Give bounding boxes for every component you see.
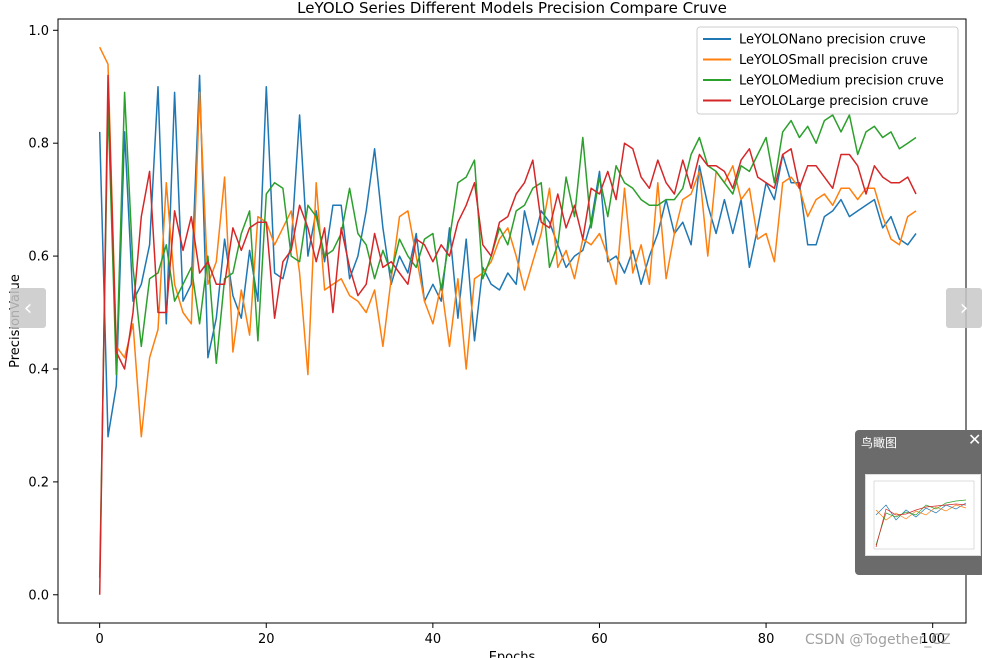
y-tick-label: 0.6 [28, 250, 49, 265]
chart-title: LeYOLO Series Different Models Precision… [297, 0, 727, 17]
series-line-2 [98, 91, 917, 578]
watermark: CSDN @Together_CZ [805, 632, 951, 648]
x-tick-label: 100 [920, 632, 945, 647]
x-axis-label: Epochs [489, 650, 536, 658]
thumbnail-chart [873, 480, 975, 550]
x-tick-label: 80 [758, 632, 775, 647]
close-icon[interactable]: ✕ [968, 430, 982, 449]
y-tick-label: 0.4 [28, 362, 49, 377]
y-tick-label: 0.2 [28, 475, 49, 490]
series-line-3 [98, 74, 917, 595]
legend-label: LeYOLOSmall precision cruve [739, 53, 928, 68]
overview-thumbnail[interactable] [865, 474, 981, 556]
x-tick-label: 20 [258, 632, 275, 647]
series-line-0 [98, 74, 917, 438]
overview-panel: 鸟瞰图 ✕ [855, 430, 982, 575]
legend-label: LeYOLOLarge precision cruve [739, 94, 928, 109]
x-tick-label: 0 [96, 632, 104, 647]
legend-label: LeYOLOMedium precision cruve [739, 74, 944, 89]
x-tick-label: 40 [425, 632, 442, 647]
y-tick-label: 0.0 [28, 588, 49, 603]
y-tick-label: 1.0 [28, 24, 49, 39]
y-tick-label: 0.8 [28, 137, 49, 152]
x-tick-label: 60 [591, 632, 608, 647]
overview-title: 鸟瞰图 [861, 436, 898, 450]
series-line-1 [99, 46, 917, 438]
legend-label: LeYOLONano precision cruve [739, 33, 926, 48]
previous-image-button[interactable]: ‹ [10, 288, 46, 328]
next-image-button[interactable]: › [946, 288, 982, 328]
legend-box [696, 26, 959, 115]
legend: LeYOLONano precision cruve LeYOLOSmall pr… [696, 26, 959, 115]
